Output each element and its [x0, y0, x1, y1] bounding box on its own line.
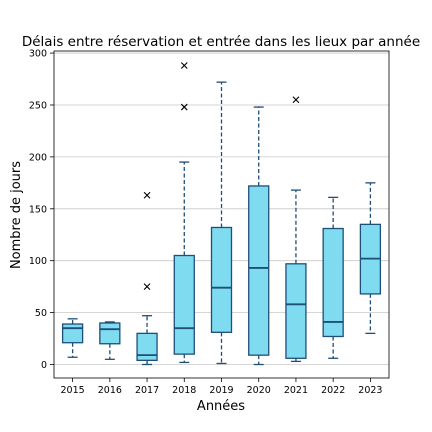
y-tick-label: 300	[29, 49, 47, 60]
x-tick-label: 2023	[358, 385, 382, 396]
outlier-marker	[292, 96, 300, 104]
box-iqr	[61, 323, 84, 344]
box-2022	[322, 196, 344, 359]
box-2023	[359, 182, 382, 335]
box-iqr	[322, 227, 344, 338]
box-2015	[61, 318, 84, 358]
box-iqr	[99, 322, 121, 345]
y-axis-ticks: 0 50 100 150 200 250 300	[29, 49, 54, 371]
box-2017	[136, 191, 158, 366]
box-2018	[173, 62, 195, 364]
x-tick-label: 2015	[61, 385, 85, 396]
box-series	[61, 62, 382, 366]
x-tick-label: 2016	[98, 385, 122, 396]
y-tick-label: 150	[29, 204, 47, 215]
x-tick-label: 2019	[209, 385, 233, 396]
outlier-stroke	[292, 96, 300, 104]
y-tick-label: 200	[29, 152, 47, 163]
x-axis-ticks: 2015 2016 2017 2018 2019 2020 2021 2022 2023	[61, 378, 382, 396]
y-tick-label: 0	[41, 360, 47, 371]
outlier-marker	[143, 283, 151, 291]
outlier-stroke	[143, 283, 151, 291]
box-iqr	[136, 332, 158, 362]
box-2021	[285, 96, 307, 363]
outlier-marker	[180, 103, 188, 111]
outlier-marker	[180, 62, 188, 69]
box-iqr	[248, 185, 270, 356]
x-tick-label: 2018	[172, 385, 196, 396]
x-axis-label: Années	[197, 399, 245, 414]
y-axis-label: Nombre de jours	[9, 161, 24, 269]
x-tick-label: 2020	[247, 385, 271, 396]
chart-title: Délais entre réservation et entrée dans …	[22, 34, 420, 50]
y-tick-label: 250	[29, 100, 47, 111]
box-iqr	[173, 254, 195, 355]
outlier-stroke	[143, 191, 151, 199]
box-2019	[210, 81, 233, 365]
y-tick-label: 100	[29, 256, 47, 267]
outlier-stroke	[180, 62, 188, 69]
outlier-marker	[143, 191, 151, 199]
box-iqr	[210, 226, 233, 333]
x-tick-label: 2017	[135, 385, 159, 396]
y-tick-label: 50	[35, 308, 47, 319]
x-tick-label: 2021	[284, 385, 308, 396]
outlier-stroke	[180, 103, 188, 111]
box-2020	[248, 106, 270, 366]
x-tick-label: 2022	[321, 385, 345, 396]
box-2016	[99, 321, 121, 360]
box-iqr	[285, 263, 307, 359]
